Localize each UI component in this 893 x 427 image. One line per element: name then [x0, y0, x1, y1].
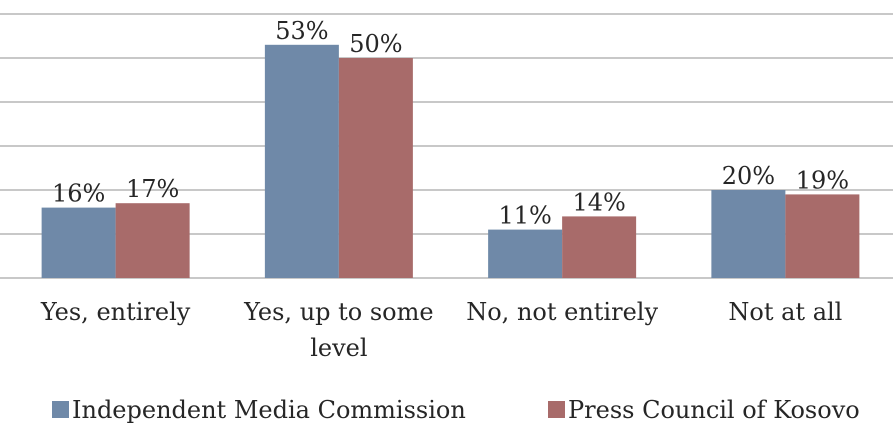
data-label: 17%	[126, 175, 179, 203]
category-label: Yes, entirely	[40, 298, 191, 326]
category-label: level	[310, 334, 367, 362]
bar-imc-3	[711, 190, 786, 278]
data-label: 14%	[572, 188, 625, 216]
data-label: 19%	[796, 166, 849, 194]
data-labels: 16% 17% 53% 50% 11% 14% 20% 19%	[52, 17, 849, 230]
category-label: Yes, up to some	[243, 298, 433, 326]
data-label: 20%	[722, 162, 775, 190]
legend-swatch	[52, 401, 69, 418]
bar-pck-0	[115, 203, 190, 278]
data-label: 50%	[349, 30, 402, 58]
legend-label: Press Council of Kosovo	[568, 396, 860, 424]
bar-pck-3	[785, 194, 860, 278]
legend-swatch	[548, 401, 565, 418]
bar-pck-2	[562, 216, 637, 278]
category-label: Not at all	[728, 298, 842, 326]
data-label: 53%	[275, 17, 328, 45]
legend-label: Independent Media Commission	[72, 396, 466, 424]
legend: Independent Media Commission Press Counci…	[52, 396, 860, 424]
bar-imc-1	[264, 44, 339, 278]
bar-pck-1	[338, 58, 413, 278]
bars	[41, 44, 860, 278]
category-labels: Yes, entirely Yes, up to some level No, not…	[40, 298, 842, 362]
data-label: 16%	[52, 180, 105, 208]
data-label: 11%	[498, 202, 551, 230]
bar-imc-2	[488, 229, 563, 278]
bar-imc-0	[41, 207, 116, 278]
category-label: No, not entirely	[466, 298, 658, 326]
